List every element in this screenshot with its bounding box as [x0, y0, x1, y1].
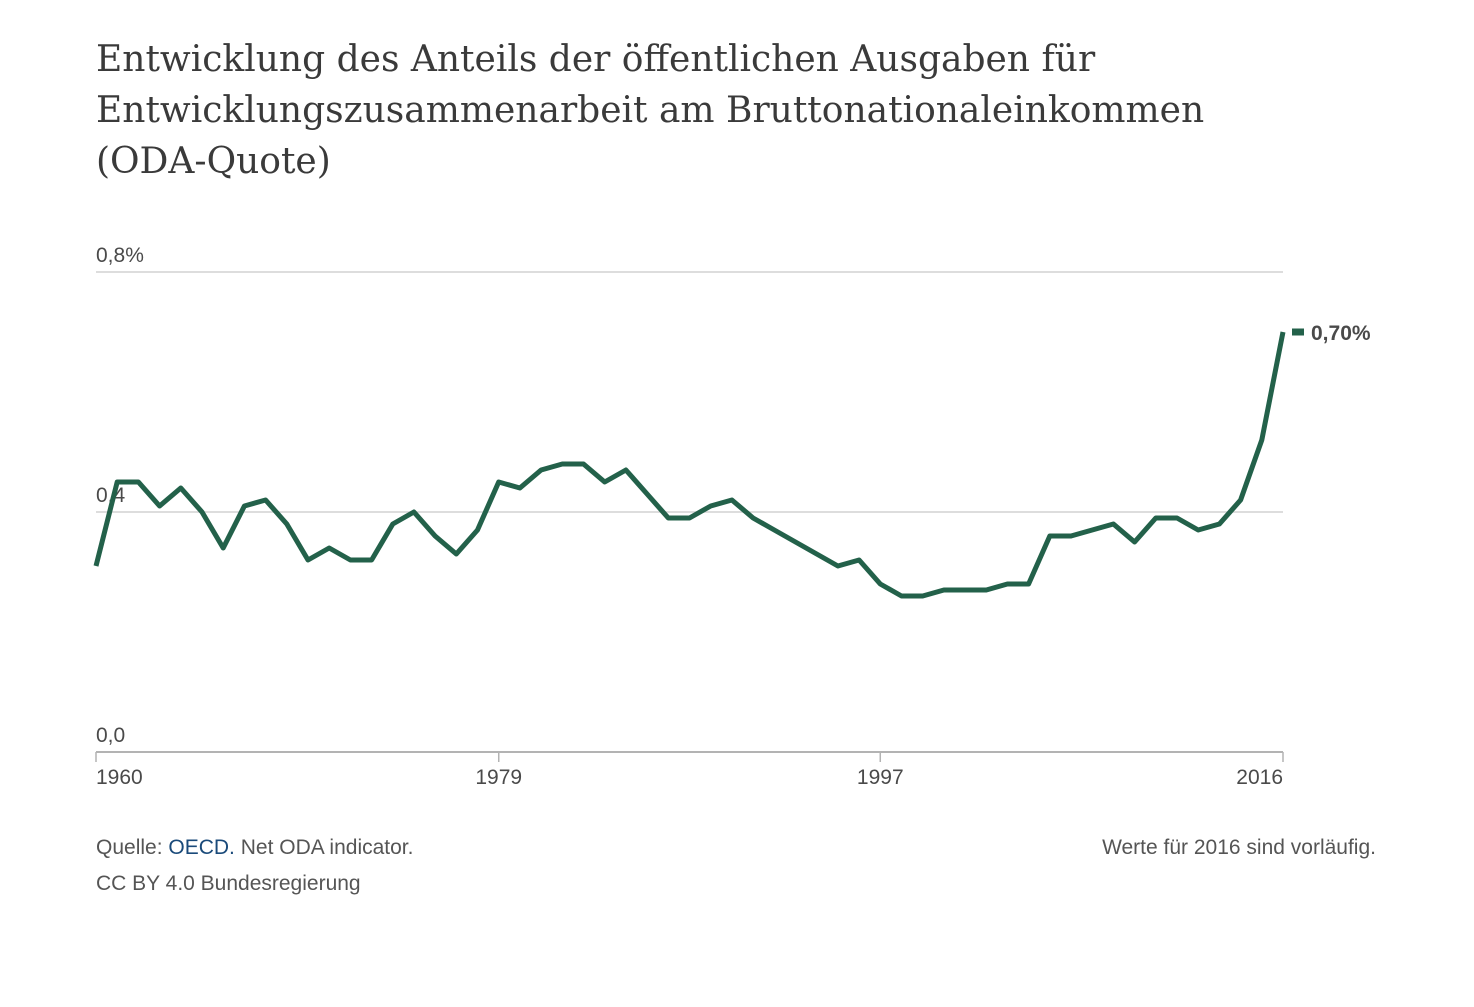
- x-tick-label: 2016: [1236, 766, 1283, 789]
- x-tick-label: 1960: [96, 766, 143, 789]
- y-tick-label: 0,8%: [96, 244, 144, 267]
- y-tick-label: 0,0: [96, 724, 125, 747]
- y-axis-labels: 0,0 0,4 0,8%: [96, 244, 144, 747]
- grid-lines: [96, 271, 1283, 753]
- end-value-label: 0,70%: [1311, 322, 1371, 345]
- chart-title: Entwicklung des Anteils der öffentlichen…: [96, 39, 1205, 182]
- source-line: Quelle: OECD. Net ODA indicator.: [96, 836, 413, 860]
- x-tick-label: 1997: [857, 766, 904, 789]
- oda-quota-line: [93, 331, 1286, 599]
- source-prefix: Quelle:: [96, 836, 169, 859]
- x-axis-labels: 1960 1979 1997 2016: [95, 752, 1284, 789]
- source-suffix: Net ODA indicator.: [234, 836, 414, 859]
- end-value-marker: [1292, 328, 1304, 336]
- license-text: CC BY 4.0 Bundesregierung: [96, 872, 361, 895]
- preliminary-note: Werte für 2016 sind vorläufig.: [1102, 836, 1376, 859]
- x-tick-label: 1979: [475, 766, 522, 789]
- source-link-oecd[interactable]: OECD.: [168, 836, 235, 859]
- data-points: [94, 330, 1286, 599]
- y-tick-label: 0,4: [96, 484, 126, 507]
